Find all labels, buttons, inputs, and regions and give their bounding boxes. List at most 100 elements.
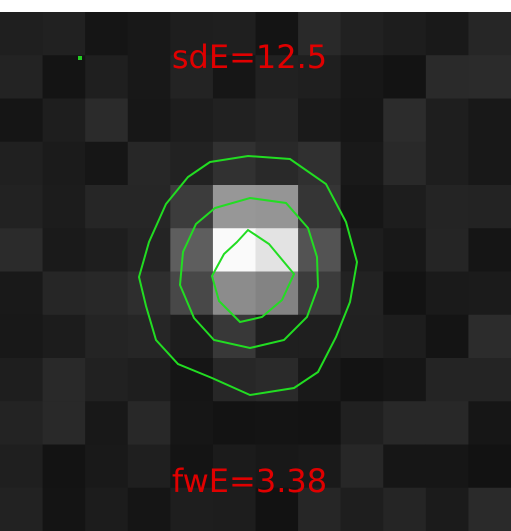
- pixel-cell: [127, 444, 171, 489]
- pixel-cell: [298, 314, 342, 359]
- pixel-cell: [0, 271, 44, 316]
- pixel-cell: [42, 314, 86, 359]
- pixel-cell: [127, 228, 171, 273]
- pixel-cell: [42, 401, 86, 446]
- pixel-cell: [0, 358, 44, 402]
- pixel-cell: [212, 487, 257, 531]
- pixel-cell: [127, 314, 171, 359]
- pixel-cell: [383, 358, 427, 402]
- pixel-cell: [170, 444, 214, 489]
- pixel-cell: [340, 98, 384, 143]
- pixel-cell: [340, 12, 384, 56]
- pixel-cell: [425, 55, 470, 100]
- pixel-cell: [0, 444, 44, 489]
- pixel-cell: [0, 228, 44, 273]
- pixel-cell: [42, 487, 86, 531]
- pixel-cell: [42, 185, 86, 229]
- pixel-cell: [42, 271, 86, 316]
- pixel-cell: [298, 401, 342, 446]
- pixel-cell: [383, 228, 427, 273]
- pixel-cell: [0, 55, 44, 100]
- pixel-cell: [340, 401, 384, 446]
- contour-fragment: [78, 56, 82, 60]
- pixel-cell: [298, 141, 342, 186]
- pixel-cell: [468, 401, 511, 446]
- pixel-cell: [425, 314, 470, 359]
- pixel-cell: [468, 12, 511, 56]
- pixel-cell: [212, 141, 257, 186]
- pixel-cell: [425, 185, 470, 229]
- pixel-cell: [468, 314, 511, 359]
- pixel-cell: [85, 401, 129, 446]
- pixel-cell: [127, 55, 171, 100]
- pixel-cell: [340, 228, 384, 273]
- pixel-cell: [425, 228, 470, 273]
- pixel-cell: [298, 98, 342, 143]
- pixel-cell: [0, 401, 44, 446]
- pixel-cell: [468, 228, 511, 273]
- pixel-cell: [383, 12, 427, 56]
- middle-contour: [178, 196, 320, 350]
- pixel-cell: [170, 228, 214, 273]
- pixel-cell: [340, 487, 384, 531]
- pixel-cell: [298, 228, 342, 273]
- pixel-cell: [85, 228, 129, 273]
- inner-contour: [210, 228, 296, 324]
- pixel-cell: [255, 55, 299, 100]
- pixel-cell: [42, 55, 86, 100]
- pixel-cell: [425, 358, 470, 402]
- pixel-cell: [255, 314, 299, 359]
- pixel-cell: [340, 141, 384, 186]
- pixel-cell: [383, 271, 427, 316]
- pixel-cell: [468, 141, 511, 186]
- pixel-cell: [212, 98, 257, 143]
- pixel-cell: [255, 358, 299, 402]
- pixel-cell: [468, 444, 511, 489]
- pixel-cell: [383, 487, 427, 531]
- pixel-cell: [425, 444, 470, 489]
- pixel-cell: [170, 98, 214, 143]
- pixel-cell: [298, 271, 342, 316]
- pixel-cell: [212, 444, 257, 489]
- pixel-cell: [425, 401, 470, 446]
- pixel-cell: [468, 487, 511, 531]
- pixel-cell: [255, 228, 299, 273]
- pixel-cell: [85, 358, 129, 402]
- pixel-cell: [0, 12, 44, 56]
- pixel-cell: [340, 358, 384, 402]
- pixel-cell: [85, 55, 129, 100]
- pixel-cell: [255, 401, 299, 446]
- pixel-cell: [468, 55, 511, 100]
- pixel-cell: [255, 12, 299, 56]
- pixel-cell: [340, 314, 384, 359]
- pixel-cell: [127, 271, 171, 316]
- pixel-cell: [42, 12, 86, 56]
- pixel-cell: [127, 358, 171, 402]
- pixel-cell: [468, 358, 511, 402]
- pixel-cell: [255, 98, 299, 143]
- pixel-cell: [85, 98, 129, 143]
- pixel-cell: [425, 98, 470, 143]
- pixel-cell: [127, 487, 171, 531]
- pixel-cell: [42, 358, 86, 402]
- pixel-cell: [127, 98, 171, 143]
- pixel-cell: [85, 141, 129, 186]
- pixel-cell: [425, 141, 470, 186]
- pixel-cell: [0, 98, 44, 143]
- pixel-cell: [42, 98, 86, 143]
- pixel-cell: [42, 228, 86, 273]
- pixel-cell: [468, 271, 511, 316]
- pixel-cell: [85, 444, 129, 489]
- sde-stat-label: sdE=12.5: [171, 38, 328, 76]
- pixel-cell: [298, 12, 342, 56]
- pixel-cell: [383, 185, 427, 229]
- pixel-cell: [127, 141, 171, 186]
- pixel-cell: [42, 444, 86, 489]
- pixel-cell: [383, 55, 427, 100]
- pixel-cell: [298, 487, 342, 531]
- pixel-cell: [85, 271, 129, 316]
- pixel-cell: [383, 401, 427, 446]
- pixel-cell: [425, 12, 470, 56]
- outer-contour: [137, 154, 359, 397]
